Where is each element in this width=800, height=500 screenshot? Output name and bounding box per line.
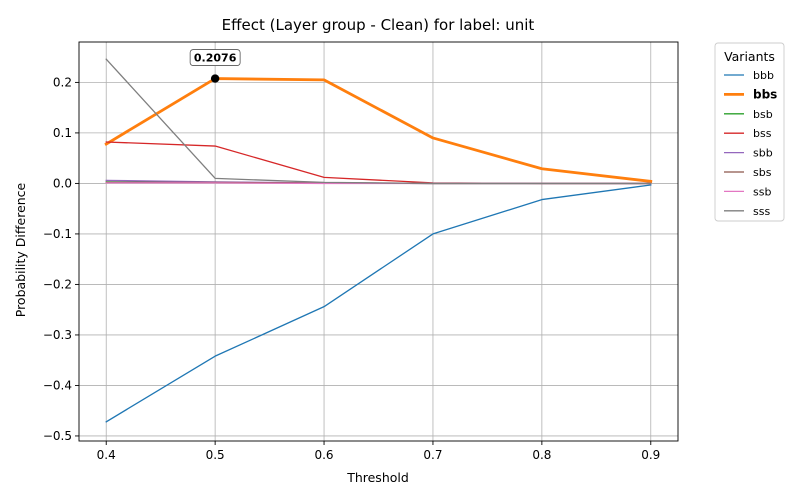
y-tick-label: −0.2: [43, 277, 72, 291]
y-axis-title: Probability Difference: [13, 182, 28, 317]
y-axis: 0.2 0.1 0.0 −0.1 −0.2 −0.3 −0.4 −0.5: [43, 75, 79, 443]
legend-label-sss: sss: [753, 205, 770, 218]
x-tick-label: 0.4: [97, 448, 116, 462]
series-line-bbs: [104, 77, 653, 183]
x-axis-title: Threshold: [346, 470, 409, 485]
chart-title: Effect (Layer group - Clean) for label: …: [222, 16, 535, 34]
y-tick-label: 0.2: [53, 75, 72, 89]
series-layer: [104, 58, 653, 423]
x-axis: 0.4 0.5 0.6 0.7 0.8 0.9: [97, 441, 660, 462]
legend-label-bbs: bbs: [753, 87, 777, 101]
y-tick-label: 0.0: [53, 176, 72, 190]
x-tick-label: 0.5: [206, 448, 225, 462]
legend-label-bsb: bsb: [753, 108, 773, 121]
legend-label-bbb: bbb: [753, 69, 774, 82]
annotation-layer: 0.2076: [189, 49, 241, 83]
legend-label-sbb: sbb: [753, 147, 773, 160]
annotation-label: 0.2076: [194, 52, 237, 65]
y-tick-label: 0.1: [53, 126, 72, 140]
x-tick-label: 0.8: [532, 448, 551, 462]
x-tick-label: 0.6: [314, 448, 333, 462]
x-tick-label: 0.9: [641, 448, 660, 462]
y-tick-label: −0.5: [43, 429, 72, 443]
annotation-box: [189, 49, 241, 66]
y-tick-label: −0.1: [43, 227, 72, 241]
grid: [79, 42, 678, 441]
legend-label-sbs: sbs: [753, 166, 772, 179]
series-line-sss: [105, 58, 652, 185]
series-line-bbb: [105, 184, 652, 423]
y-tick-label: −0.3: [43, 328, 72, 342]
legend-frame: [714, 42, 785, 222]
legend-items: bbb bbs bsb bss sbb sbs ssb sss: [724, 69, 777, 218]
y-tick-label: −0.4: [43, 378, 72, 392]
x-tick-label: 0.7: [423, 448, 442, 462]
legend-label-bss: bss: [753, 127, 772, 140]
annotation-marker: [210, 74, 220, 83]
legend-label-ssb: ssb: [753, 185, 771, 198]
plot-frame: [78, 41, 679, 442]
legend: Variants bbb bbs bsb bss sbb sbs ssb sss: [714, 42, 785, 222]
legend-title: Variants: [724, 49, 775, 64]
